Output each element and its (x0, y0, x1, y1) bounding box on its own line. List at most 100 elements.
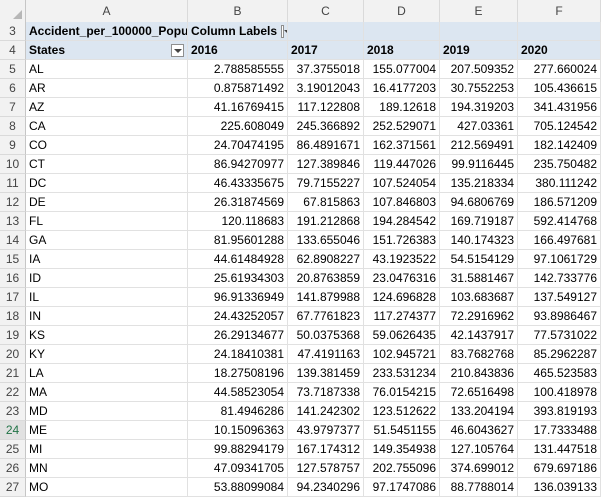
value-cell[interactable]: 81.95601288 (188, 231, 288, 250)
value-cell[interactable]: 169.719187 (440, 212, 518, 231)
value-cell[interactable]: 225.608049 (188, 117, 288, 136)
row-filter-dropdown-icon[interactable] (171, 44, 184, 57)
value-cell[interactable]: 99.88294179 (188, 440, 288, 459)
row-header[interactable]: 26 (0, 459, 26, 478)
state-cell[interactable]: MO (26, 478, 188, 497)
value-cell[interactable]: 43.9797377 (288, 421, 364, 440)
value-cell[interactable]: 207.509352 (440, 60, 518, 79)
value-cell[interactable]: 137.549127 (518, 288, 601, 307)
row-header[interactable]: 3 (0, 22, 26, 41)
value-cell[interactable]: 54.5154129 (440, 250, 518, 269)
value-cell[interactable]: 44.61484928 (188, 250, 288, 269)
value-cell[interactable]: 127.578757 (288, 459, 364, 478)
value-cell[interactable]: 705.124542 (518, 117, 601, 136)
cell[interactable] (364, 22, 440, 41)
value-cell[interactable]: 41.16769415 (188, 98, 288, 117)
value-cell[interactable]: 76.0154215 (364, 383, 440, 402)
year-header-cell[interactable]: 2018 (364, 41, 440, 60)
state-cell[interactable]: ID (26, 269, 188, 288)
column-header-f[interactable]: F (518, 0, 601, 22)
value-cell[interactable]: 592.414768 (518, 212, 601, 231)
value-cell[interactable]: 67.7761823 (288, 307, 364, 326)
value-cell[interactable]: 233.531234 (364, 364, 440, 383)
state-cell[interactable]: IN (26, 307, 188, 326)
row-header[interactable]: 21 (0, 364, 26, 383)
state-cell[interactable]: GA (26, 231, 188, 250)
year-header-cell[interactable]: 2017 (288, 41, 364, 60)
state-cell[interactable]: MN (26, 459, 188, 478)
value-cell[interactable]: 30.7552253 (440, 79, 518, 98)
value-cell[interactable]: 100.418978 (518, 383, 601, 402)
value-cell[interactable]: 37.3755018 (288, 60, 364, 79)
value-cell[interactable]: 2.788585555 (188, 60, 288, 79)
value-cell[interactable]: 151.726383 (364, 231, 440, 250)
value-cell[interactable]: 186.571209 (518, 193, 601, 212)
value-cell[interactable]: 23.0476316 (364, 269, 440, 288)
state-cell[interactable]: MA (26, 383, 188, 402)
value-cell[interactable]: 62.8908227 (288, 250, 364, 269)
value-cell[interactable]: 42.1437917 (440, 326, 518, 345)
value-cell[interactable]: 10.15096363 (188, 421, 288, 440)
value-cell[interactable]: 117.274377 (364, 307, 440, 326)
state-cell[interactable]: IL (26, 288, 188, 307)
state-cell[interactable]: KS (26, 326, 188, 345)
column-header-d[interactable]: D (364, 0, 440, 22)
value-cell[interactable]: 24.70474195 (188, 136, 288, 155)
value-cell[interactable]: 47.09341705 (188, 459, 288, 478)
row-header[interactable]: 23 (0, 402, 26, 421)
value-cell[interactable]: 235.750482 (518, 155, 601, 174)
value-cell[interactable]: 81.4946286 (188, 402, 288, 421)
state-cell[interactable]: CA (26, 117, 188, 136)
pivot-column-labels-cell[interactable]: Column Labels (188, 22, 288, 41)
value-cell[interactable]: 393.819193 (518, 402, 601, 421)
value-cell[interactable]: 252.529071 (364, 117, 440, 136)
value-cell[interactable]: 18.27508196 (188, 364, 288, 383)
value-cell[interactable]: 194.319203 (440, 98, 518, 117)
value-cell[interactable]: 120.118683 (188, 212, 288, 231)
value-cell[interactable]: 127.389846 (288, 155, 364, 174)
row-header[interactable]: 5 (0, 60, 26, 79)
row-header[interactable]: 9 (0, 136, 26, 155)
year-header-cell[interactable]: 2019 (440, 41, 518, 60)
value-cell[interactable]: 155.077004 (364, 60, 440, 79)
value-cell[interactable]: 79.7155227 (288, 174, 364, 193)
state-cell[interactable]: MD (26, 402, 188, 421)
state-cell[interactable]: LA (26, 364, 188, 383)
row-header[interactable]: 8 (0, 117, 26, 136)
row-header[interactable]: 14 (0, 231, 26, 250)
value-cell[interactable]: 123.512622 (364, 402, 440, 421)
row-header[interactable]: 10 (0, 155, 26, 174)
value-cell[interactable]: 141.879988 (288, 288, 364, 307)
value-cell[interactable]: 24.43252057 (188, 307, 288, 326)
pivot-value-field-cell[interactable]: Accident_per_100000_Popu (26, 22, 188, 41)
value-cell[interactable]: 167.174312 (288, 440, 364, 459)
value-cell[interactable]: 131.447518 (518, 440, 601, 459)
value-cell[interactable]: 94.2340296 (288, 478, 364, 497)
value-cell[interactable]: 162.371561 (364, 136, 440, 155)
value-cell[interactable]: 465.523583 (518, 364, 601, 383)
state-cell[interactable]: MI (26, 440, 188, 459)
row-header[interactable]: 16 (0, 269, 26, 288)
value-cell[interactable]: 97.1747086 (364, 478, 440, 497)
row-header[interactable]: 11 (0, 174, 26, 193)
value-cell[interactable]: 166.497681 (518, 231, 601, 250)
value-cell[interactable]: 26.29134677 (188, 326, 288, 345)
value-cell[interactable]: 16.4177203 (364, 79, 440, 98)
value-cell[interactable]: 0.875871492 (188, 79, 288, 98)
value-cell[interactable]: 679.697186 (518, 459, 601, 478)
value-cell[interactable]: 86.4891671 (288, 136, 364, 155)
value-cell[interactable]: 245.366892 (288, 117, 364, 136)
value-cell[interactable]: 53.88099084 (188, 478, 288, 497)
value-cell[interactable]: 374.699012 (440, 459, 518, 478)
value-cell[interactable]: 380.111242 (518, 174, 601, 193)
cell[interactable] (518, 22, 601, 41)
value-cell[interactable]: 3.19012043 (288, 79, 364, 98)
cell[interactable] (288, 22, 364, 41)
value-cell[interactable]: 427.03361 (440, 117, 518, 136)
value-cell[interactable]: 107.524054 (364, 174, 440, 193)
row-header[interactable]: 22 (0, 383, 26, 402)
value-cell[interactable]: 77.5731022 (518, 326, 601, 345)
row-header[interactable]: 18 (0, 307, 26, 326)
column-header-a[interactable]: A (26, 0, 188, 22)
state-cell[interactable]: DC (26, 174, 188, 193)
